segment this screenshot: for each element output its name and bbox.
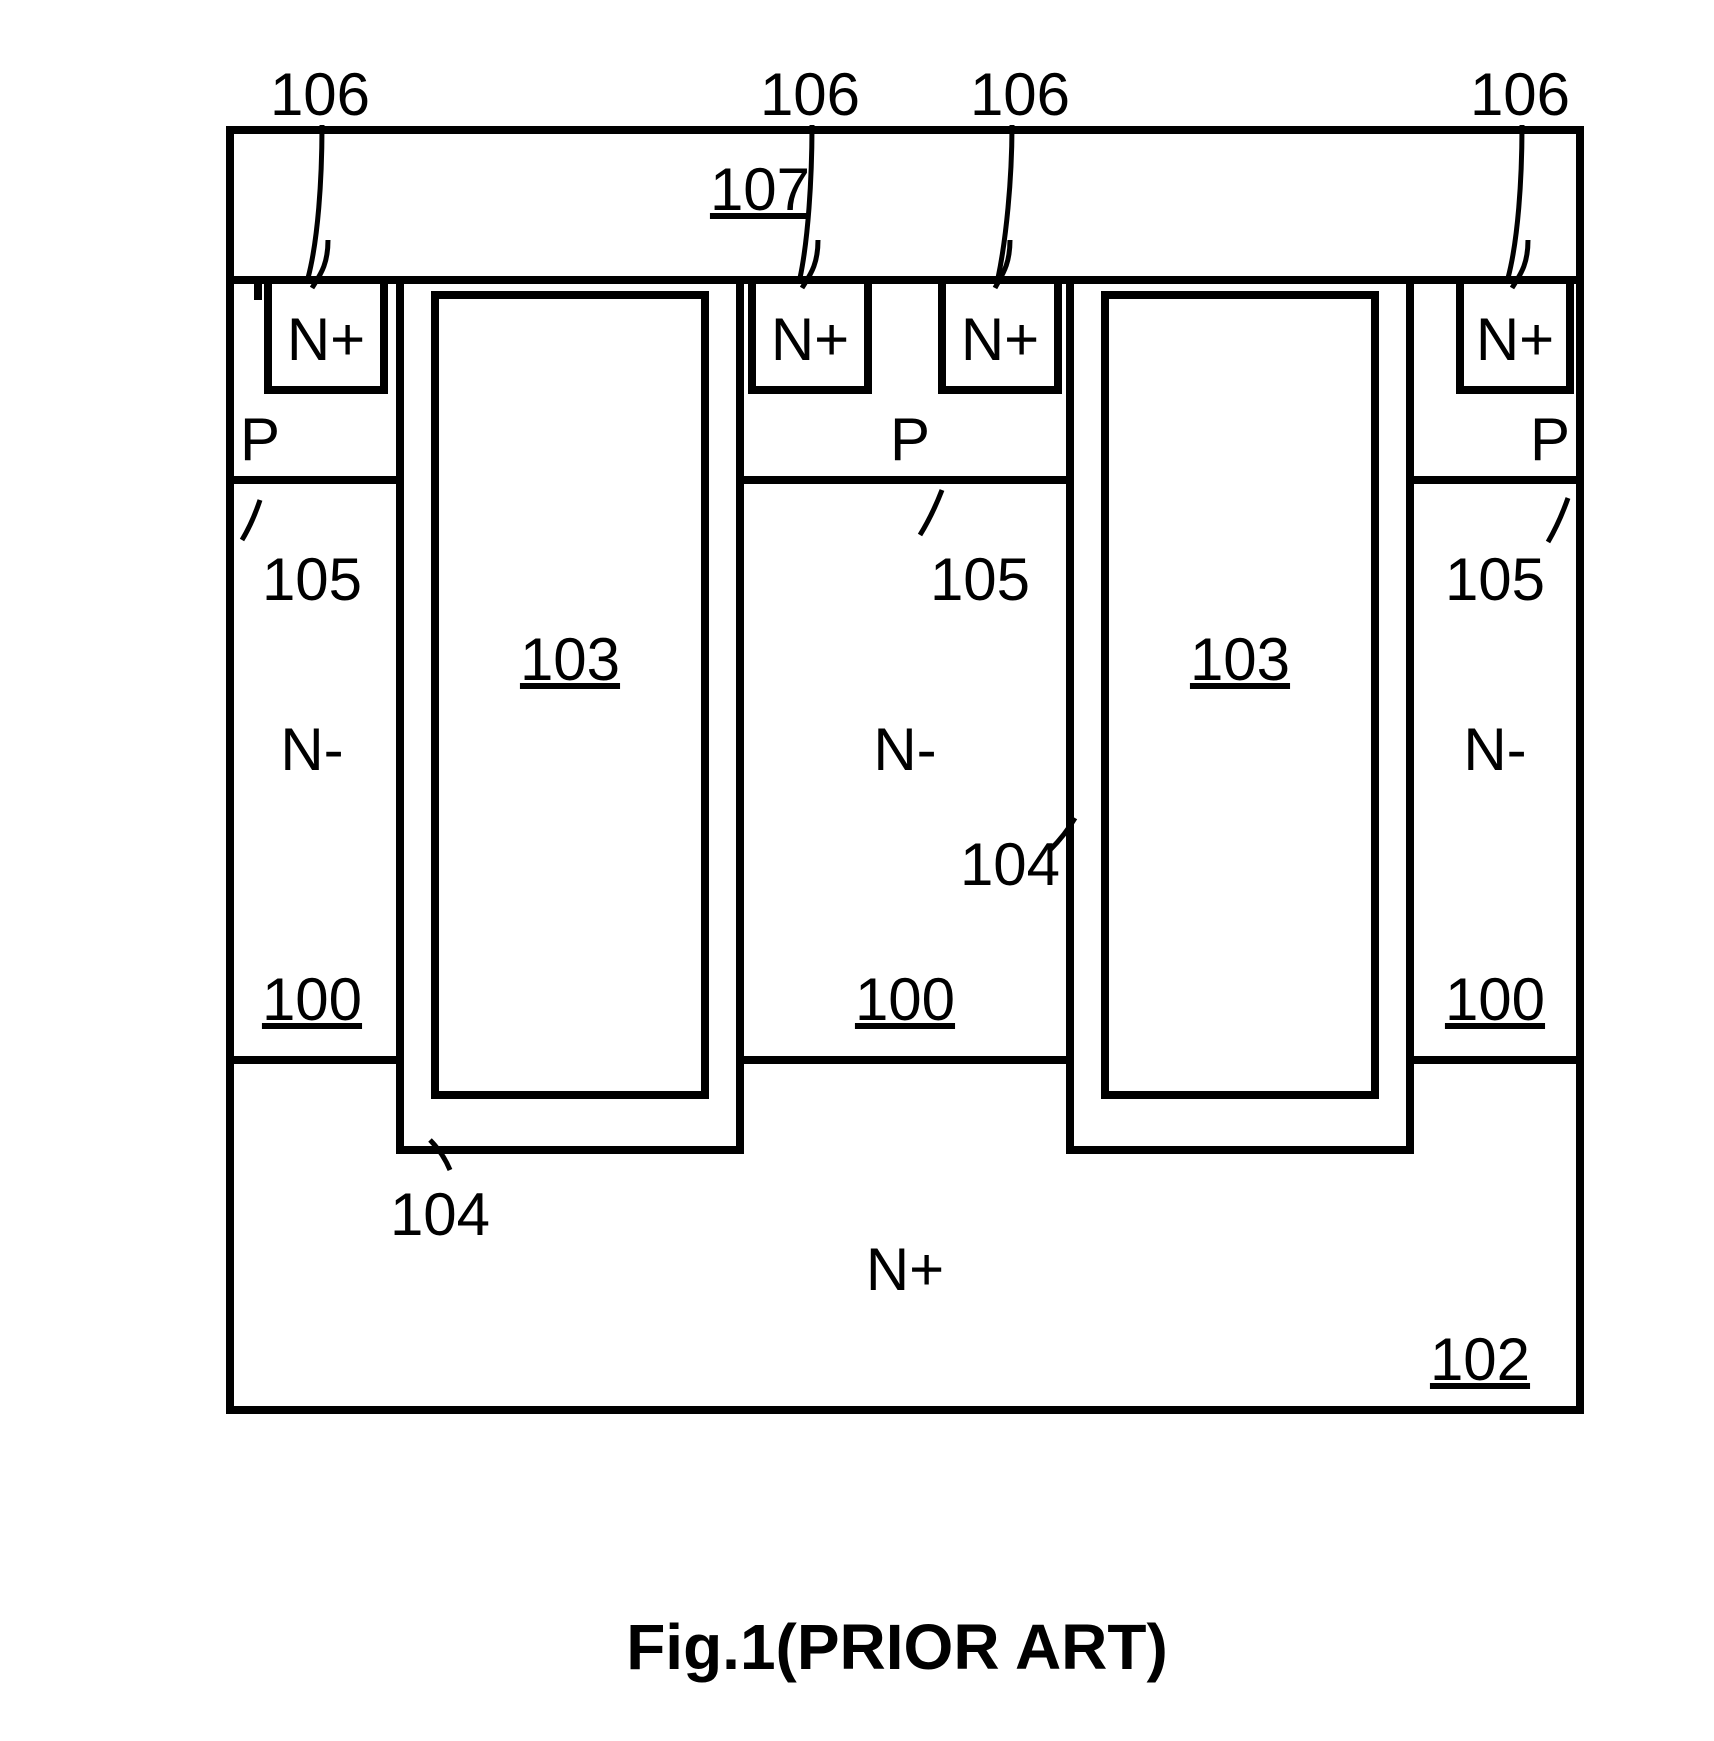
ref-102: 102 bbox=[1430, 1326, 1530, 1393]
leader-105-center bbox=[920, 490, 942, 535]
ref-100-right: 100 bbox=[1445, 966, 1545, 1033]
nplus-label-3: N+ bbox=[961, 306, 1039, 373]
ref-106-1: 106 bbox=[270, 61, 370, 128]
trench-right-inner bbox=[1105, 295, 1375, 1095]
ref-105-left: 105 bbox=[262, 546, 362, 613]
nminus-center: N- bbox=[873, 716, 936, 783]
ref-100-center: 100 bbox=[855, 966, 955, 1033]
nplus-substrate: N+ bbox=[866, 1236, 944, 1303]
ref-105-center: 105 bbox=[930, 546, 1030, 613]
p-label-center: P bbox=[890, 406, 930, 473]
trench-left-inner bbox=[435, 295, 705, 1095]
ref-105-right: 105 bbox=[1445, 546, 1545, 613]
nplus-label-4: N+ bbox=[1476, 306, 1554, 373]
ref-106-3: 106 bbox=[970, 61, 1070, 128]
leader-106-4b bbox=[1508, 125, 1522, 278]
nplus-label-2: N+ bbox=[771, 306, 849, 373]
ref-104-upper: 104 bbox=[960, 831, 1060, 898]
leader-106-1b bbox=[308, 125, 322, 278]
figure-caption: Fig.1(PRIOR ART) bbox=[40, 1610, 1714, 1684]
ref-104-lower: 104 bbox=[390, 1181, 490, 1248]
leader-105-right bbox=[1548, 498, 1568, 542]
ref-103-right: 103 bbox=[1190, 626, 1290, 693]
nplus-label-1: N+ bbox=[287, 306, 365, 373]
diagram-svg: 107 N+ N+ N+ N+ P P P 103 103 N- N- N- 1… bbox=[40, 40, 1714, 1590]
nminus-right: N- bbox=[1463, 716, 1526, 783]
ref-106-4: 106 bbox=[1470, 61, 1570, 128]
ref-107: 107 bbox=[710, 156, 810, 223]
ref-100-left: 100 bbox=[262, 966, 362, 1033]
ref-103-left: 103 bbox=[520, 626, 620, 693]
p-label-left: P bbox=[240, 406, 280, 473]
figure-container: 107 N+ N+ N+ N+ P P P 103 103 N- N- N- 1… bbox=[40, 40, 1714, 1701]
ref-106-2: 106 bbox=[760, 61, 860, 128]
nminus-left: N- bbox=[280, 716, 343, 783]
p-label-right: P bbox=[1530, 406, 1570, 473]
leader-105-left bbox=[242, 500, 260, 540]
